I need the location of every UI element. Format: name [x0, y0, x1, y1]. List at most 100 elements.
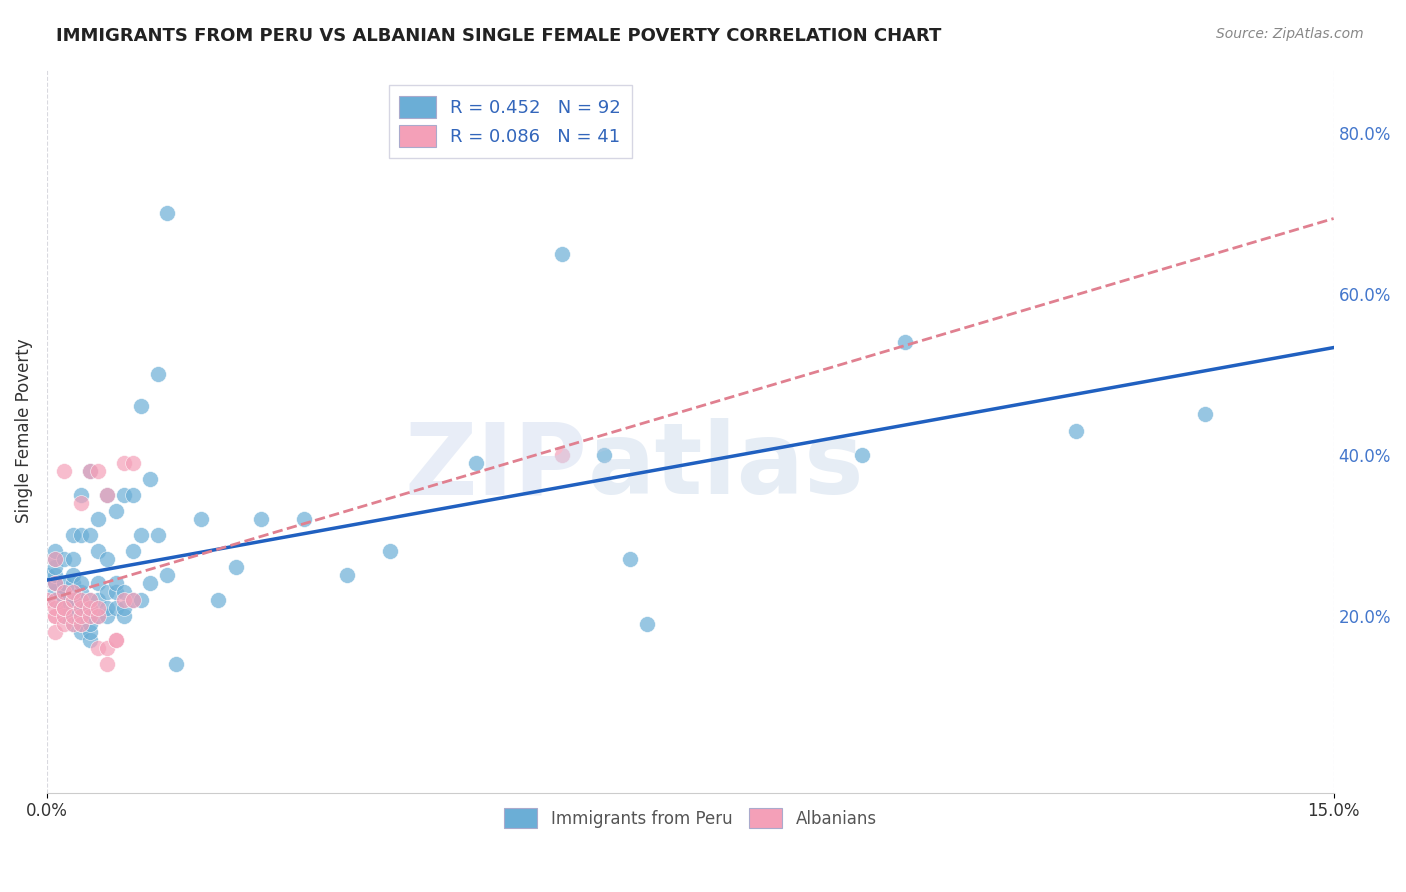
Point	[44, 568, 66, 582]
Point	[70, 600, 93, 615]
Point	[79, 528, 101, 542]
Point	[112, 488, 135, 502]
Point	[207, 592, 229, 607]
Point	[70, 584, 93, 599]
Point	[62, 584, 84, 599]
Point	[79, 632, 101, 647]
Point	[44, 608, 66, 623]
Point	[44, 576, 66, 591]
Point	[35, 568, 58, 582]
Point	[87, 592, 110, 607]
Point	[121, 592, 143, 607]
Point	[44, 600, 66, 615]
Point	[44, 608, 66, 623]
Point	[70, 616, 93, 631]
Point	[139, 576, 162, 591]
Point	[44, 576, 66, 591]
Point	[53, 584, 76, 599]
Point	[129, 400, 152, 414]
Point	[62, 616, 84, 631]
Point	[550, 448, 572, 462]
Point	[87, 640, 110, 655]
Point	[104, 576, 127, 591]
Point	[62, 584, 84, 599]
Point	[79, 600, 101, 615]
Point	[121, 544, 143, 558]
Point	[62, 576, 84, 591]
Point	[96, 584, 118, 599]
Point	[79, 600, 101, 615]
Point	[893, 334, 915, 349]
Point	[70, 608, 93, 623]
Point	[53, 608, 76, 623]
Point	[53, 600, 76, 615]
Point	[53, 616, 76, 631]
Point	[104, 584, 127, 599]
Text: ZIP: ZIP	[405, 418, 588, 516]
Point	[79, 624, 101, 639]
Point	[121, 592, 143, 607]
Point	[1064, 424, 1087, 438]
Point	[121, 488, 143, 502]
Point	[96, 552, 118, 566]
Point	[96, 640, 118, 655]
Point	[79, 592, 101, 607]
Point	[148, 368, 170, 382]
Point	[62, 552, 84, 566]
Point	[53, 464, 76, 478]
Point	[636, 616, 658, 631]
Point	[129, 528, 152, 542]
Point	[190, 512, 212, 526]
Point	[79, 616, 101, 631]
Point	[87, 576, 110, 591]
Point	[53, 584, 76, 599]
Point	[44, 592, 66, 607]
Point	[70, 576, 93, 591]
Point	[104, 632, 127, 647]
Point	[121, 456, 143, 470]
Point	[62, 568, 84, 582]
Point	[62, 592, 84, 607]
Point	[62, 608, 84, 623]
Point	[70, 616, 93, 631]
Point	[44, 624, 66, 639]
Point	[35, 592, 58, 607]
Point	[129, 592, 152, 607]
Text: IMMIGRANTS FROM PERU VS ALBANIAN SINGLE FEMALE POVERTY CORRELATION CHART: IMMIGRANTS FROM PERU VS ALBANIAN SINGLE …	[56, 27, 942, 45]
Point	[593, 448, 616, 462]
Point	[53, 576, 76, 591]
Point	[148, 528, 170, 542]
Text: atlas: atlas	[588, 418, 863, 516]
Point	[96, 608, 118, 623]
Point	[619, 552, 641, 566]
Point	[139, 472, 162, 486]
Point	[44, 584, 66, 599]
Point	[53, 584, 76, 599]
Point	[53, 600, 76, 615]
Point	[112, 600, 135, 615]
Point	[378, 544, 401, 558]
Point	[70, 608, 93, 623]
Point	[53, 552, 76, 566]
Point	[79, 592, 101, 607]
Point	[62, 592, 84, 607]
Point	[112, 608, 135, 623]
Point	[62, 608, 84, 623]
Point	[1194, 408, 1216, 422]
Point	[70, 592, 93, 607]
Point	[44, 560, 66, 574]
Point	[550, 246, 572, 260]
Point	[44, 552, 66, 566]
Point	[250, 512, 273, 526]
Point	[104, 632, 127, 647]
Text: Source: ZipAtlas.com: Source: ZipAtlas.com	[1216, 27, 1364, 41]
Point	[87, 464, 110, 478]
Point	[62, 600, 84, 615]
Point	[44, 592, 66, 607]
Point	[53, 600, 76, 615]
Point	[44, 552, 66, 566]
Point	[70, 600, 93, 615]
Point	[62, 616, 84, 631]
Point	[62, 592, 84, 607]
Point	[96, 600, 118, 615]
